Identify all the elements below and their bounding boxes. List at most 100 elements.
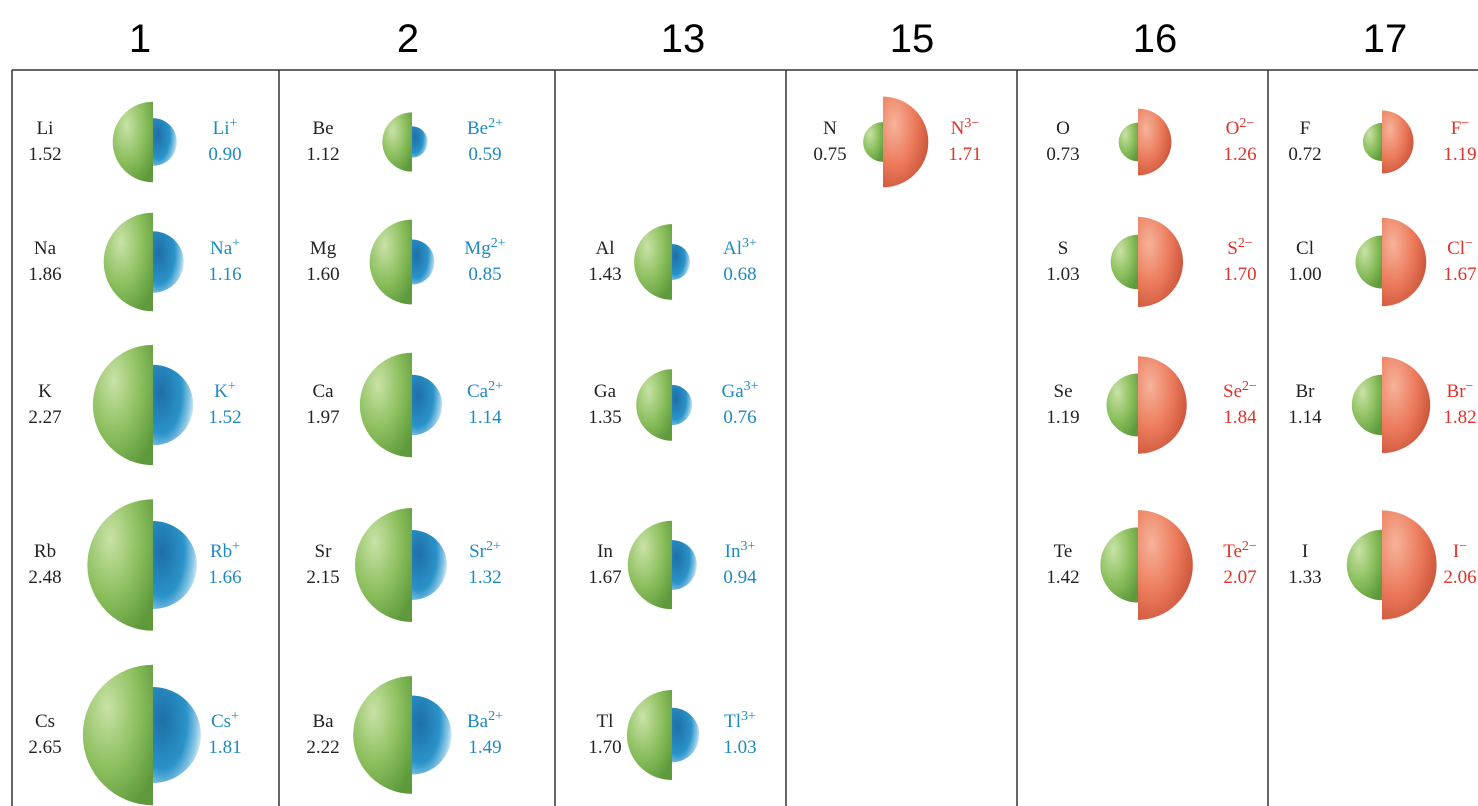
ion-radius: 1.16 — [208, 264, 241, 285]
ion-hemisphere — [153, 118, 177, 166]
ion-symbol: Tl — [724, 711, 741, 732]
ion-hemisphere — [883, 96, 929, 188]
atom-symbol: F — [1300, 118, 1311, 139]
atom-symbol: Ca — [312, 381, 334, 402]
atom-symbol: In — [597, 541, 613, 562]
ion-charge: 3+ — [741, 709, 756, 724]
atom-radius: 1.42 — [1046, 567, 1079, 588]
ion-symbol: F — [1451, 118, 1462, 139]
ion-label: Ga3+ — [721, 379, 758, 403]
ion-charge: + — [228, 379, 236, 394]
atom-radius: 1.67 — [588, 567, 621, 588]
ion-hemisphere — [1138, 356, 1187, 454]
ion-radius: 1.82 — [1443, 407, 1476, 428]
ion-label: Ba2+ — [467, 709, 503, 733]
ion-label: O2− — [1226, 116, 1255, 140]
ion-radius: 0.68 — [723, 264, 756, 285]
ion-charge: 3− — [964, 116, 979, 131]
atom-hemisphere — [82, 664, 153, 806]
atom-hemisphere — [636, 369, 672, 441]
atom-hemisphere — [103, 212, 153, 312]
ion-radius: 1.84 — [1223, 407, 1257, 428]
atom-hemisphere — [87, 499, 153, 631]
ion-label: F− — [1451, 116, 1470, 140]
ion-charge: 3+ — [744, 379, 759, 394]
ion-charge: 3+ — [742, 236, 757, 251]
ion-radius: 2.07 — [1223, 567, 1256, 588]
ion-label: Rb+ — [210, 539, 240, 563]
ion-radius: 1.66 — [208, 567, 241, 588]
ion-symbol: In — [725, 541, 741, 562]
ion-radius: 0.85 — [468, 264, 501, 285]
ion-radius: 0.59 — [468, 144, 501, 165]
ion-symbol: I — [1453, 541, 1459, 562]
ion-charge: + — [232, 539, 240, 554]
ion-symbol: Ca — [467, 381, 489, 402]
ion-label: Al3+ — [723, 236, 757, 260]
atom-symbol: O — [1056, 118, 1070, 139]
ion-symbol: N — [951, 118, 965, 139]
ion-label: I− — [1453, 539, 1467, 563]
ion-charge: + — [229, 116, 237, 131]
ion-label: Ca2+ — [467, 379, 503, 403]
atom-hemisphere — [382, 112, 412, 172]
atom-hemisphere — [92, 344, 153, 466]
ion-radius: 1.32 — [468, 567, 501, 588]
ion-hemisphere — [153, 364, 194, 446]
atom-symbol: Rb — [34, 541, 56, 562]
ion-radius: 1.26 — [1223, 144, 1256, 165]
ion-charge: − — [1465, 236, 1473, 251]
ion-label: Cs+ — [211, 709, 239, 733]
atom-hemisphere — [353, 676, 412, 794]
ion-hemisphere — [672, 540, 697, 590]
ion-charge: + — [231, 709, 239, 724]
atom-radius: 2.65 — [28, 737, 61, 758]
group-number: 15 — [890, 17, 935, 61]
ion-label: Na+ — [210, 236, 240, 260]
group-number: 17 — [1363, 17, 1408, 61]
atom-radius: 0.73 — [1046, 144, 1079, 165]
ion-hemisphere — [1138, 510, 1193, 620]
atom-symbol: N — [823, 118, 837, 139]
atom-radius: 2.22 — [306, 737, 339, 758]
atom-symbol: Cl — [1296, 238, 1314, 259]
atom-hemisphere — [1106, 373, 1138, 437]
atom-hemisphere — [112, 101, 153, 183]
ion-radius: 1.14 — [468, 407, 502, 428]
atom-radius: 1.35 — [588, 407, 621, 428]
ion-label: Li+ — [213, 116, 238, 140]
atom-symbol: Be — [312, 118, 333, 139]
atom-symbol: Mg — [310, 238, 337, 259]
atom-hemisphere — [626, 689, 672, 781]
ion-hemisphere — [412, 695, 452, 775]
atom-symbol: Li — [37, 118, 54, 139]
ion-label: Tl3+ — [724, 709, 756, 733]
ion-symbol: Na — [210, 238, 233, 259]
ion-hemisphere — [1382, 110, 1414, 174]
ion-charge: 2+ — [488, 709, 503, 724]
atom-symbol: Al — [596, 238, 615, 259]
atom-radius: 2.15 — [306, 567, 339, 588]
ion-hemisphere — [153, 687, 201, 783]
ion-hemisphere — [672, 384, 693, 426]
atom-hemisphere — [1100, 527, 1138, 603]
ion-label: Se2− — [1223, 379, 1257, 403]
ion-charge: − — [1461, 116, 1469, 131]
ion-label: N3− — [951, 116, 980, 140]
ion-charge: 2+ — [488, 379, 503, 394]
ion-radius: 0.94 — [723, 567, 757, 588]
ion-hemisphere — [1382, 510, 1437, 620]
ion-hemisphere — [412, 374, 443, 436]
ion-hemisphere — [672, 707, 700, 763]
atom-hemisphere — [1355, 235, 1382, 289]
ion-hemisphere — [1382, 356, 1431, 454]
atom-symbol: Cs — [35, 711, 55, 732]
ion-charge: − — [1459, 539, 1467, 554]
atom-radius: 1.33 — [1288, 567, 1321, 588]
ion-radius: 1.19 — [1443, 144, 1476, 165]
ion-label: Br− — [1447, 379, 1474, 403]
ion-hemisphere — [1382, 217, 1427, 307]
ion-radius: 1.70 — [1223, 264, 1256, 285]
atom-radius: 1.86 — [28, 264, 61, 285]
